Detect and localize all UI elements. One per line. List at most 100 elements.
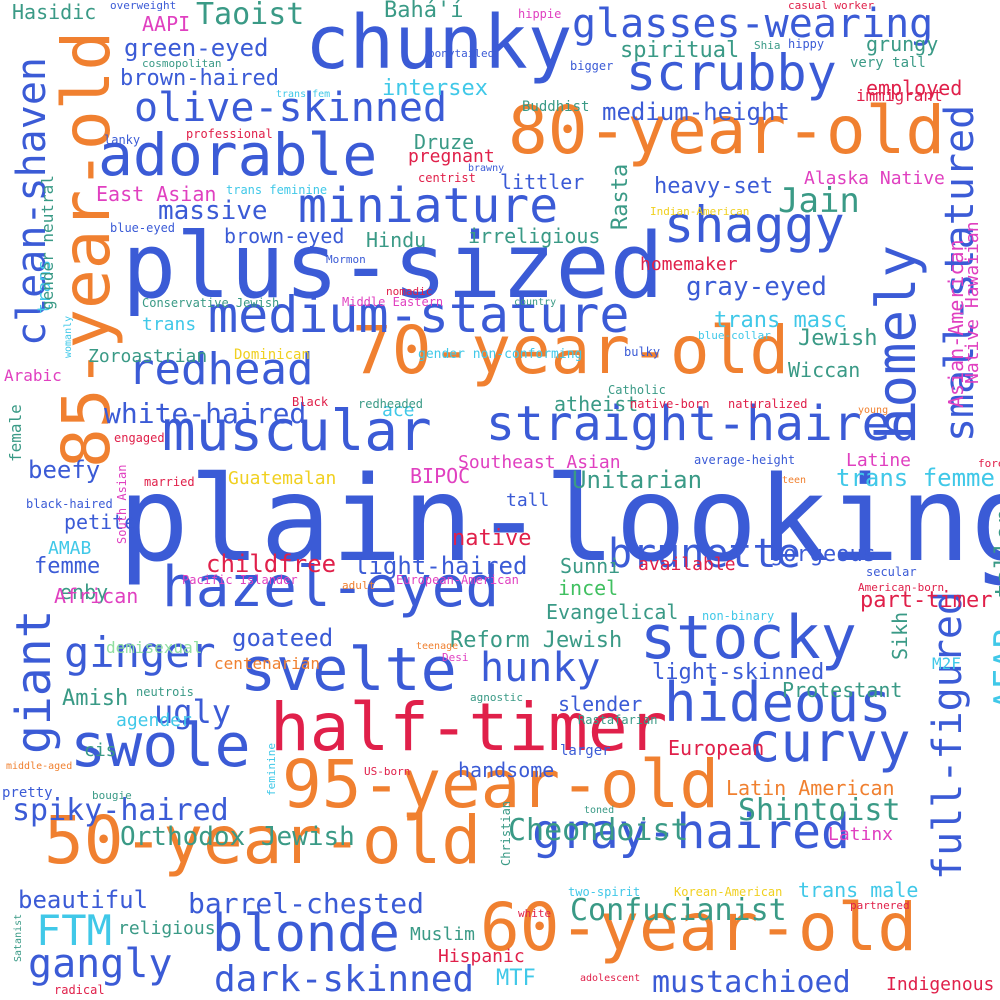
word-cloud-word: tall: [506, 490, 550, 511]
word-cloud-word: Protestant: [782, 678, 903, 702]
word-cloud-word: mustachioed: [652, 965, 851, 1000]
word-cloud-word: dark-skinned: [214, 959, 475, 1000]
word-cloud-word: native-born: [630, 397, 710, 411]
word-cloud-word: adorable: [98, 121, 378, 189]
word-cloud-word: white: [518, 907, 552, 920]
word-cloud-word: womanly: [63, 315, 74, 358]
word-cloud-word: Conservative Jewish: [142, 296, 280, 310]
word-cloud-word: medium-stature: [208, 286, 630, 344]
word-cloud-word: incel: [558, 576, 619, 600]
word-cloud-word: Guatemalan: [228, 468, 337, 489]
word-cloud-word: bulky: [624, 345, 661, 359]
word-cloud-word: goateed: [232, 624, 334, 652]
word-cloud-word: curvy: [748, 711, 911, 774]
word-cloud-word: professional: [186, 127, 273, 141]
word-cloud-word: trans fem: [276, 89, 331, 100]
word-cloud-word: BIPOC: [410, 464, 471, 488]
word-cloud-word: blue-collar: [698, 329, 771, 342]
word-cloud-word: grungy: [866, 32, 939, 56]
word-cloud-word: naturalized: [728, 397, 808, 411]
word-cloud-word: spiky-haired: [12, 793, 229, 828]
word-cloud-word: brawny: [468, 163, 505, 174]
word-cloud-word: teen: [782, 475, 807, 486]
word-cloud-word: Rasta: [608, 163, 633, 230]
word-cloud-word: Latinx: [828, 824, 894, 845]
word-cloud-word: American-born: [858, 581, 945, 594]
word-cloud-word: employed: [866, 76, 963, 100]
word-cloud-word: ginger: [64, 628, 216, 677]
word-cloud-word: Druze: [414, 130, 475, 154]
word-cloud-word: larger: [560, 743, 611, 759]
word-cloud-word: heavy-set: [654, 174, 774, 199]
word-cloud-word: glasses-wearing: [572, 1, 934, 47]
word-cloud-word: Korean-American: [674, 885, 783, 899]
word-cloud-word: childfree: [206, 550, 337, 578]
word-cloud-word: barrel-chested: [188, 887, 425, 920]
word-cloud-word: Indian-American: [650, 205, 750, 218]
word-cloud-word: Cheondoist: [508, 813, 689, 848]
word-cloud-word: chunky: [305, 0, 573, 86]
word-cloud-word: female: [6, 404, 25, 462]
word-cloud-word: gorgeous: [770, 542, 876, 567]
word-cloud-word: 50-year-old: [44, 802, 482, 879]
word-cloud-word: East Asian: [96, 182, 217, 206]
word-cloud-word: Catholic: [608, 383, 666, 397]
word-cloud-word: agender: [116, 710, 192, 731]
word-cloud-word: toned: [584, 805, 615, 816]
word-cloud-word: Black: [292, 395, 329, 409]
word-cloud-word: trans feminine: [226, 183, 328, 197]
word-cloud-word: Arabic: [4, 366, 62, 385]
word-cloud-word: engaged: [114, 431, 165, 445]
word-cloud-word: adolescent: [580, 973, 641, 984]
word-cloud-word: teenage: [416, 641, 459, 652]
word-cloud-word: AFAB: [987, 628, 1000, 710]
word-cloud-word: trans masc: [714, 308, 847, 333]
word-cloud-word: gray-eyed: [686, 272, 827, 302]
word-cloud-word: bigger: [570, 59, 614, 73]
word-cloud-word: Orthodox Jewish: [120, 822, 355, 852]
word-cloud-word: redhead: [128, 344, 314, 395]
word-cloud-word: nomadic: [386, 285, 433, 298]
word-cloud-word: Jewish: [798, 326, 878, 351]
word-cloud-word: Wiccan: [788, 358, 861, 382]
word-cloud-word: muscular: [162, 399, 432, 464]
word-cloud-word: average-height: [694, 453, 796, 467]
word-cloud-word: non-binary: [702, 609, 775, 623]
word-cloud-word: native: [452, 526, 532, 551]
word-cloud-word: Zoroastrian: [88, 346, 208, 367]
word-cloud-word: agnostic: [470, 691, 523, 704]
word-cloud-word: partnered: [850, 899, 910, 912]
word-cloud-word: FTM: [36, 906, 112, 955]
word-cloud-word: Shintoist: [738, 793, 901, 828]
word-cloud-word: ugly: [154, 693, 232, 731]
word-cloud-word: lanky: [104, 133, 141, 147]
word-cloud-word: available: [638, 554, 736, 575]
word-cloud-word: two-spirit: [568, 885, 641, 899]
word-cloud-word: light-skinned: [652, 660, 825, 685]
word-cloud-word: stocky: [640, 603, 857, 673]
word-cloud-word: Hindu: [366, 228, 427, 252]
word-cloud-word: gangly: [28, 941, 173, 987]
word-cloud-word: neutrois: [136, 685, 194, 699]
word-cloud-word: cosmopolitan: [142, 57, 222, 70]
word-cloud-word: centrist: [418, 171, 476, 185]
word-cloud-word: Reform Jewish: [450, 628, 623, 653]
word-cloud-word: very tall: [850, 55, 926, 71]
word-cloud-word: black-haired: [26, 497, 113, 511]
word-cloud-word: swole: [70, 711, 251, 781]
word-cloud-word: Shia: [754, 39, 781, 52]
word-cloud-word: cis: [84, 740, 117, 761]
word-cloud-word: gray-haired: [532, 804, 850, 860]
word-cloud-word: pretty: [2, 785, 53, 801]
word-cloud-word: scrubby: [626, 44, 837, 102]
word-cloud-word: Taoist: [196, 0, 305, 32]
word-cloud-word: beautiful: [18, 886, 149, 914]
word-cloud-word: gender neutral: [38, 175, 57, 310]
word-cloud-word: married: [144, 475, 195, 489]
word-cloud-word: ponytailed: [428, 47, 495, 60]
word-cloud-word: miniature: [298, 178, 559, 234]
word-cloud-word: centenarian: [214, 654, 320, 673]
word-cloud-word: Dominican: [234, 347, 310, 363]
word-cloud-word: half-timer: [270, 689, 668, 766]
word-cloud-word: handsome: [458, 758, 555, 782]
